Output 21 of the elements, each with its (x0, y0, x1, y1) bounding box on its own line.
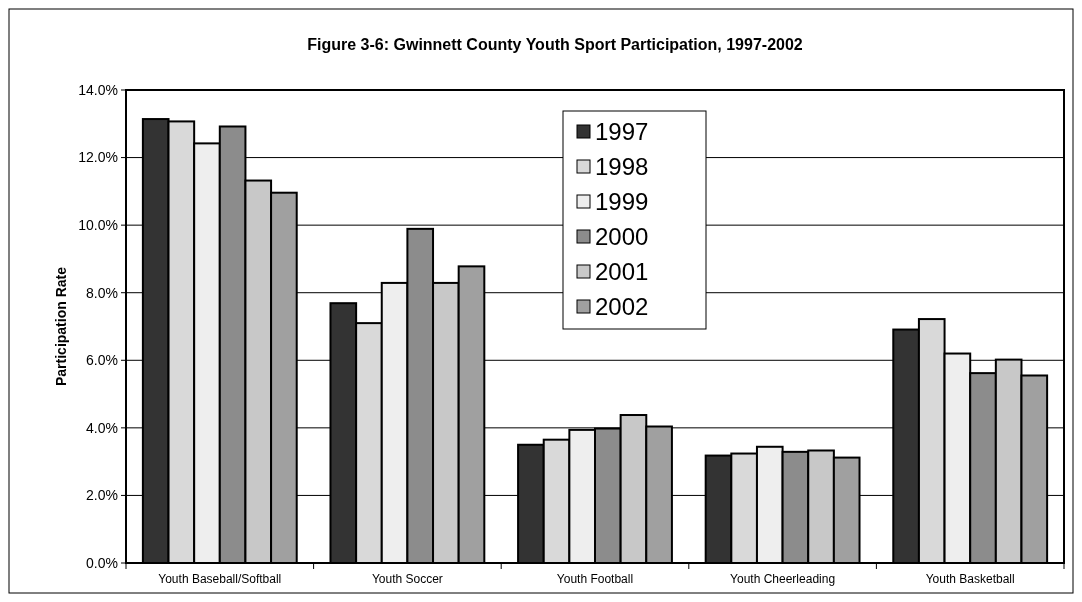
chart-title: Figure 3-6: Gwinnett County Youth Sport Participation, 1997-2002 (307, 36, 803, 53)
x-tick-label: Youth Baseball/Softball (158, 572, 282, 586)
x-tick-label: Youth Basketball (925, 572, 1015, 586)
x-tick-label: Youth Soccer (371, 572, 443, 586)
y-tick-label: 0.0% (86, 554, 118, 571)
y-tick-label: 14.0% (78, 81, 118, 98)
y-tick-label: 8.0% (86, 284, 118, 301)
y-axis-title: Participation Rate (53, 266, 69, 387)
legend-label: 1999 (595, 188, 649, 216)
legend-label: 1998 (595, 153, 649, 181)
x-tick-label: Youth Cheerleading (730, 572, 836, 586)
legend-label: 2000 (595, 223, 649, 251)
y-tick-label: 10.0% (78, 217, 118, 234)
y-tick-label: 4.0% (86, 419, 118, 436)
y-tick-label: 6.0% (86, 352, 118, 369)
legend-label: 2002 (595, 293, 649, 321)
legend-label: 1997 (595, 118, 649, 146)
y-tick-label: 12.0% (78, 149, 118, 166)
x-tick-label: Youth Football (556, 572, 634, 586)
legend-label: 2001 (595, 258, 649, 286)
y-tick-label: 2.0% (86, 487, 118, 504)
